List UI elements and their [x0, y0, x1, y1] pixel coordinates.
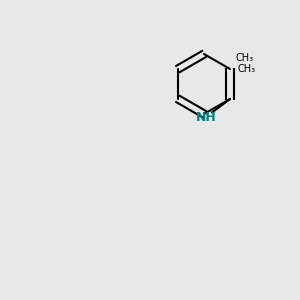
Text: NH: NH	[196, 110, 216, 124]
Text: CH₃: CH₃	[236, 53, 254, 63]
Text: CH₃: CH₃	[238, 64, 256, 74]
